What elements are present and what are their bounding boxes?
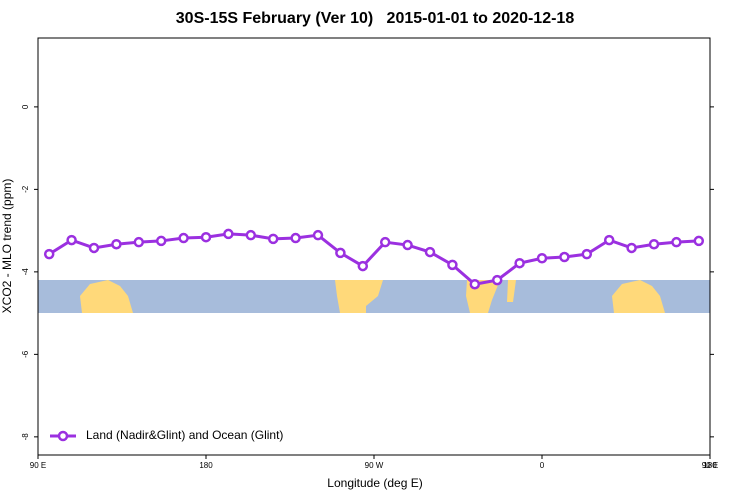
point <box>200 231 212 243</box>
chart-title: 30S-15S February (Ver 10) 2015-01-01 to … <box>176 10 575 27</box>
point <box>245 229 257 241</box>
point <box>402 239 413 251</box>
legend-label: Land (Nadir&Glint) and Ocean (Glint) <box>86 428 283 442</box>
point <box>648 238 660 250</box>
point <box>66 234 77 246</box>
y-axis-label: XCO2 - MLO trend (ppm) <box>0 179 14 314</box>
x-tick-label: 90 E <box>702 461 718 470</box>
point <box>379 236 391 248</box>
legend-marker <box>57 430 69 442</box>
point <box>536 253 548 264</box>
point <box>603 234 615 246</box>
point <box>581 248 593 260</box>
point <box>559 251 570 263</box>
y-tick-label: -4 <box>21 268 30 276</box>
point <box>671 236 682 248</box>
x-tick-label: 0 <box>540 461 545 470</box>
point <box>693 235 705 247</box>
point <box>447 259 458 271</box>
point <box>626 242 637 254</box>
point <box>491 274 503 286</box>
point <box>424 246 436 258</box>
point <box>312 229 324 241</box>
point <box>469 278 481 290</box>
line <box>48 232 699 286</box>
y-tick-label: 0 <box>21 104 30 109</box>
x-tick-label: 180 <box>199 461 213 470</box>
x-tick-label: 180 <box>703 461 717 470</box>
point <box>514 257 525 269</box>
map-land <box>80 280 665 313</box>
y-tick-label: -8 <box>21 433 30 441</box>
y-tick-label: -6 <box>21 350 30 358</box>
point <box>267 233 279 245</box>
point <box>111 238 122 250</box>
point <box>357 260 369 272</box>
y-tick-label: -2 <box>21 185 30 193</box>
point <box>178 232 189 244</box>
point <box>335 247 346 259</box>
point <box>223 228 234 240</box>
point <box>290 232 301 244</box>
x-tick-label: 90 E <box>30 461 46 470</box>
point <box>133 236 145 248</box>
point <box>43 248 55 260</box>
point <box>88 242 100 254</box>
x-tick-label: 90 W <box>365 461 384 470</box>
point <box>155 235 167 247</box>
x-axis-label: Longitude (deg E) <box>327 476 422 490</box>
